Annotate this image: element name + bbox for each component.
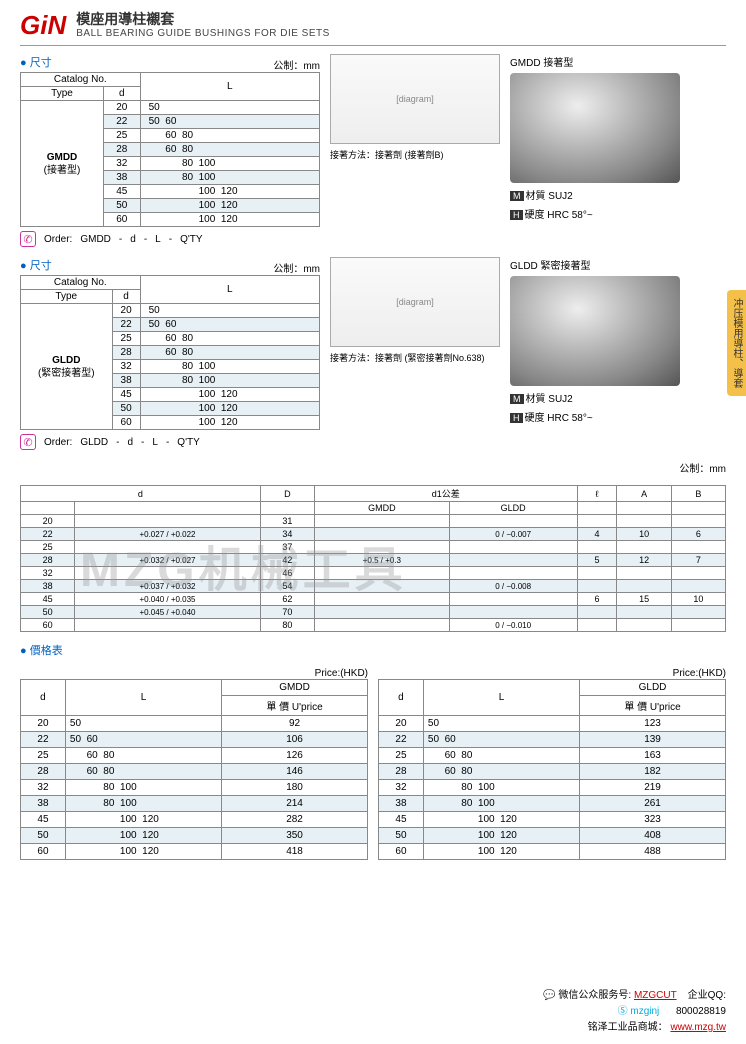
hardness-spec: H硬度 HRC 58°~ xyxy=(510,409,680,424)
side-tab: 冲压模用導柱、導套 xyxy=(727,290,746,396)
tech-diagram: [diagram] xyxy=(330,257,500,347)
table-row: 28 60 80182 xyxy=(379,764,726,780)
material-spec: M材質 SUJ2 xyxy=(510,390,680,405)
order-line: ✆ Order: GLDD-d-L-Q'TY xyxy=(20,434,320,450)
method-note: 接著方法：接著劑 (緊密接著劑No.638) xyxy=(330,351,500,364)
page-title-cn: 模座用導柱襯套 xyxy=(76,11,330,28)
table-row: 205092 xyxy=(21,716,368,732)
unit-label: 公制：mm xyxy=(273,57,320,72)
table-row: 25 60 80163 xyxy=(379,748,726,764)
table-row: 3246 xyxy=(21,567,726,580)
table-row: 28+0.032 / +0.02742 +0.5 / +0.3 5127 xyxy=(21,554,726,567)
skype-icon: Ⓢ xyxy=(618,1006,628,1017)
table-row: 45 100 120282 xyxy=(21,812,368,828)
hardness-spec: H硬度 HRC 58°~ xyxy=(510,206,680,221)
table-row: 25 60 80126 xyxy=(21,748,368,764)
table-row: 32 80 100180 xyxy=(21,780,368,796)
table-row: 38+0.037 / +0.03254 0 / −0.008 xyxy=(21,580,726,593)
unit-label: 公制：mm xyxy=(20,460,726,475)
page-footer: 💬 微信公众服务号: MZGCUT 企业QQ: Ⓢ mzginj 8000288… xyxy=(543,988,726,1036)
photo-caption: GLDD 緊密接著型 xyxy=(510,257,680,272)
order-line: ✆ Order: GMDD-d-L-Q'TY xyxy=(20,231,320,247)
table-row: 45+0.040 / +0.03562 61510 xyxy=(21,593,726,606)
brand-logo: GiN xyxy=(20,10,66,41)
table-row: 6080 0 / −0.010 xyxy=(21,619,726,632)
price-unit: Price:(HKD) xyxy=(20,668,368,679)
material-spec: M材質 SUJ2 xyxy=(510,187,680,202)
price-unit: Price:(HKD) xyxy=(378,668,726,679)
size-table-GMDD: Catalog No.L Typed GMDD(接著型) 2050 2250 6… xyxy=(20,72,320,227)
price-table-GLDD: dLGLDD 單 價 U'price 2050123 2250 60139 25… xyxy=(378,679,726,860)
tech-diagram: [diagram] xyxy=(330,54,500,144)
table-row: 2050123 xyxy=(379,716,726,732)
table-row: 2250 60106 xyxy=(21,732,368,748)
wechat-icon: 💬 xyxy=(543,990,555,1001)
table-row: 2250 60139 xyxy=(379,732,726,748)
price-table-GMDD: dLGMDD 單 價 U'price 205092 2250 60106 25 … xyxy=(20,679,368,860)
table-row: 50+0.045 / +0.04070 xyxy=(21,606,726,619)
size-label: ● 尺寸 xyxy=(20,54,52,70)
table-row: 60 100 120418 xyxy=(21,844,368,860)
table-row: 28 60 80146 xyxy=(21,764,368,780)
table-row: 2031 xyxy=(21,515,726,528)
product-photo xyxy=(510,73,680,183)
photo-caption: GMDD 接著型 xyxy=(510,54,680,69)
table-row: 50 100 120408 xyxy=(379,828,726,844)
table-row: 2537 xyxy=(21,541,726,554)
size-label: ● 尺寸 xyxy=(20,257,52,273)
tolerance-table: dD d1公差ℓAB GMDDGLDD 2031 22+0.027 / +0.0… xyxy=(20,485,726,632)
table-row: 38 80 100214 xyxy=(21,796,368,812)
table-row: 45 100 120323 xyxy=(379,812,726,828)
unit-label: 公制：mm xyxy=(273,260,320,275)
table-row: 38 80 100261 xyxy=(379,796,726,812)
phone-icon: ✆ xyxy=(20,434,36,450)
page-title-en: BALL BEARING GUIDE BUSHINGS FOR DIE SETS xyxy=(76,28,330,40)
table-row: 50 100 120350 xyxy=(21,828,368,844)
shop-link[interactable]: www.mzg.tw xyxy=(670,1022,726,1033)
table-row: 60 100 120488 xyxy=(379,844,726,860)
table-row: 32 80 100219 xyxy=(379,780,726,796)
price-section-label: ● 價格表 xyxy=(20,642,726,658)
size-table-GLDD: Catalog No.L Typed GLDD(緊密接著型) 2050 2250… xyxy=(20,275,320,430)
wechat-link[interactable]: MZGCUT xyxy=(634,990,677,1001)
page-header: GiN 模座用導柱襯套 BALL BEARING GUIDE BUSHINGS … xyxy=(20,10,726,46)
phone-icon: ✆ xyxy=(20,231,36,247)
product-photo xyxy=(510,276,680,386)
table-row: 22+0.027 / +0.02234 0 / −0.007 4106 xyxy=(21,528,726,541)
method-note: 接著方法：接著劑 (接著劑B) xyxy=(330,148,500,161)
